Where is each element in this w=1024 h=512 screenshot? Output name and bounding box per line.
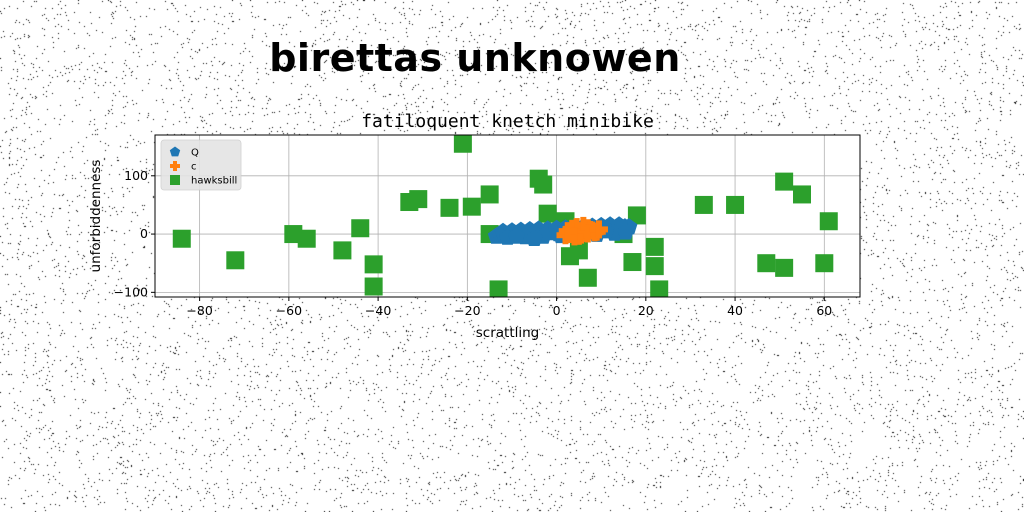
point-hawksbill	[480, 185, 499, 204]
point-hawksbill	[775, 258, 794, 277]
point-hawksbill	[351, 219, 370, 238]
point-q	[617, 223, 635, 240]
point-hawksbill	[333, 241, 352, 260]
point-hawksbill	[726, 195, 745, 214]
point-hawksbill	[364, 255, 383, 274]
x-tick-label: −60	[276, 303, 302, 318]
point-c-v	[580, 216, 587, 235]
point-hawksbill	[440, 198, 459, 217]
point-c-v	[584, 224, 591, 243]
data-marks	[172, 135, 838, 297]
grid-lines	[155, 135, 860, 297]
figure-suptitle: birettas unknowen	[269, 36, 681, 80]
point-c-v	[571, 227, 578, 246]
point-hawksbill	[226, 251, 245, 270]
x-tick-label: −40	[365, 303, 391, 318]
y-tick-label: 100	[124, 168, 148, 183]
point-hawksbill	[462, 197, 481, 216]
legend-label: hawksbill	[191, 176, 237, 187]
legend-label: Q	[191, 148, 199, 159]
point-c	[565, 227, 584, 246]
point-hawksbill	[645, 257, 664, 276]
legend-marker-q	[169, 146, 181, 157]
y-axis-label: unforbiddenness	[88, 160, 104, 273]
point-hawksbill	[560, 247, 579, 266]
point-hawksbill	[757, 254, 776, 273]
point-c	[558, 222, 577, 241]
point-c	[574, 216, 593, 235]
legend-entry: hawksbill	[170, 175, 237, 187]
point-hawksbill	[297, 229, 316, 248]
point-c-v	[595, 220, 602, 239]
point-hawksbill	[623, 253, 642, 272]
point-hawksbill	[409, 190, 428, 209]
point-hawksbill	[534, 175, 553, 194]
point-hawksbill	[578, 268, 597, 287]
point-hawksbill	[775, 172, 794, 191]
point-hawksbill	[489, 280, 508, 297]
x-tick-label: 60	[816, 303, 832, 318]
point-c	[578, 224, 597, 243]
point-q	[525, 229, 543, 246]
x-axis-label: scrattling	[476, 325, 540, 341]
x-tick-label: 0	[553, 303, 561, 318]
x-tick-label: −20	[454, 303, 480, 318]
x-tick-label: 40	[727, 303, 743, 318]
point-hawksbill	[364, 277, 383, 296]
point-hawksbill	[650, 280, 669, 297]
chart-title: fatiloquent knetch minibike	[361, 111, 654, 132]
point-q	[507, 227, 525, 244]
legend-entry: c	[170, 161, 197, 173]
point-hawksbill	[453, 135, 472, 153]
legend-label: c	[191, 162, 197, 173]
plot-frame	[154, 134, 861, 298]
x-tick-label: −80	[186, 303, 212, 318]
point-c-v	[564, 222, 571, 241]
point-hawksbill	[538, 204, 557, 223]
point-hawksbill	[627, 206, 646, 225]
axis-ticks: −80 −60 −40 −20 0 20 40 60 −100 0 100	[114, 168, 833, 318]
point-hawksbill	[694, 195, 713, 214]
x-tick-label: 20	[638, 303, 654, 318]
legend-marker-hawksbill	[170, 175, 180, 185]
point-hawksbill	[792, 185, 811, 204]
point-hawksbill	[172, 229, 191, 248]
y-tick-label: −100	[114, 284, 148, 299]
point-hawksbill	[645, 237, 664, 256]
legend: Qc hawksbill	[160, 139, 242, 191]
legend-entry: Q	[169, 146, 199, 159]
y-tick-label: 0	[140, 226, 148, 241]
legend-marker-c-v	[173, 161, 177, 171]
point-c	[589, 220, 608, 239]
point-hawksbill	[819, 212, 838, 231]
series-c	[556, 216, 608, 246]
plot-background	[155, 135, 860, 297]
legend-box	[160, 139, 242, 191]
point-hawksbill	[815, 254, 834, 273]
